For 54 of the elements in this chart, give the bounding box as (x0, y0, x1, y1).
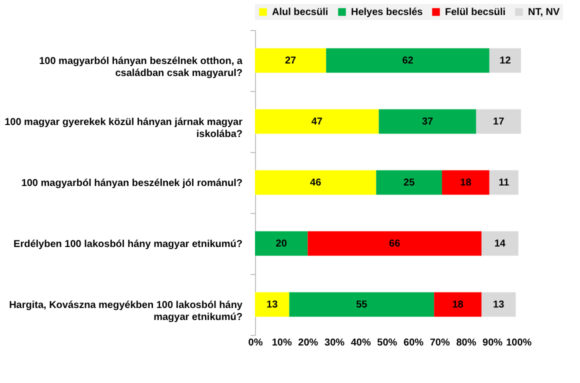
data-label: 25 (404, 178, 416, 188)
bar (255, 231, 308, 256)
bar (255, 109, 379, 134)
x-tick-label: 90% (482, 338, 503, 348)
legend-label: Alul becsüli (272, 7, 328, 18)
data-label: 18 (452, 300, 464, 310)
y-tick-label: Erdélyben 100 lakosból hány magyar etnikumú? (14, 239, 242, 250)
y-tick-label: 100 magyarból hányan beszélnek otthon, a családban csak magyarul? (39, 56, 243, 79)
data-label: 62 (402, 56, 414, 66)
bar (255, 170, 376, 195)
legend-label: Helyes becslés (351, 7, 424, 18)
x-tick-label: 50% (377, 338, 398, 348)
x-tick-label: 100% (506, 338, 532, 348)
x-tick-label: 40% (350, 338, 371, 348)
bar (489, 170, 518, 195)
data-label: 13 (266, 300, 278, 310)
bar (378, 109, 476, 134)
data-label: 17 (493, 116, 505, 128)
data-label: 47 (311, 116, 323, 128)
data-label: 27 (284, 56, 297, 66)
data-label: 55 (356, 300, 368, 310)
bar (481, 231, 518, 256)
x-tick-label: 60% (404, 338, 424, 348)
bar (434, 292, 482, 317)
x-tick-label: 20% (298, 338, 318, 348)
data-label: 12 (500, 56, 512, 66)
bar (326, 48, 490, 73)
x-tick-label: 30% (324, 338, 345, 348)
y-tick-label: Hargita, Kovászna megyékben 100 lakosból hány magyar etnikumú? (9, 300, 243, 323)
data-label: 13 (493, 300, 505, 310)
y-tick-label: 100 magyar gyerekek közül hányan járnak magyar iskolába? (4, 117, 243, 140)
bar (289, 292, 434, 317)
bar (489, 48, 521, 73)
x-tick-label: 10% (272, 338, 292, 348)
y-tick-label: 100 magyarból hányan beszélnek jól románul? (21, 178, 242, 189)
data-label: 66 (389, 238, 401, 250)
bar (376, 170, 442, 195)
bar (481, 292, 516, 317)
x-tick-label: 0% (248, 338, 263, 348)
data-label: 14 (494, 238, 506, 250)
data-label: 18 (460, 178, 472, 188)
data-label: 20 (276, 238, 288, 250)
data-label: 46 (310, 178, 322, 188)
bar (476, 109, 521, 134)
bar (255, 292, 290, 317)
bar (255, 48, 326, 73)
x-tick-label: 70% (430, 338, 450, 348)
data-label: 11 (498, 178, 510, 188)
x-tick-label: 80% (456, 338, 476, 348)
data-label: 37 (422, 116, 434, 128)
bar (442, 170, 490, 195)
legend-label: NT, NV (528, 7, 560, 18)
bar (308, 231, 482, 256)
legend-label: Felül becsüli (445, 7, 506, 18)
